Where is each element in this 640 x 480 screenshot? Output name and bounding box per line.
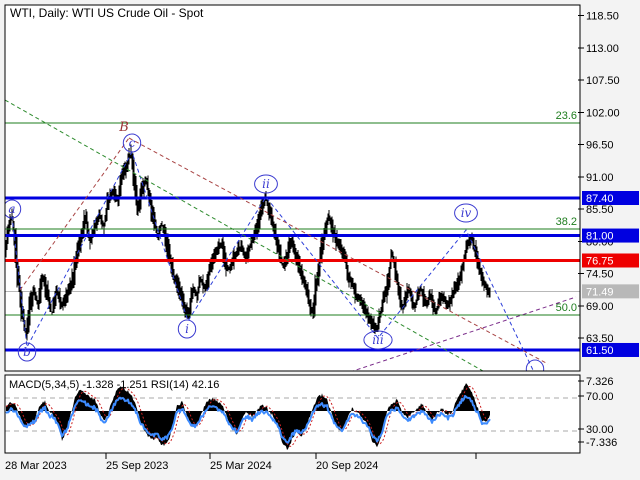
indicator-tick-label: 30.00 [586,424,614,436]
indicator-tick-label: -7.336 [586,437,617,449]
fib-level-label: 38.2 [556,216,577,228]
indicator-tick-label: 70.00 [586,391,614,403]
wave-circle-iv[interactable] [454,203,478,223]
wave-label-iii: iii [372,333,384,347]
wave-label-c: c [129,136,136,150]
main-chart-border [4,4,581,372]
price-badge-81.00 [582,228,639,243]
wave-label-b: b [23,345,31,359]
wave-label-B: B [118,120,129,135]
indicator-layers [5,383,580,450]
fib-level-label: 50.0 [556,302,577,314]
price-badge-71.49 [582,284,639,299]
y-tick-label: 85.50 [586,204,614,216]
y-tick-label: 113.00 [586,43,619,55]
wave-circle-ii[interactable] [254,174,278,194]
indicator-label: MACD(5,34,5) -1.328 -1.251 RSI(14) 42.16 [9,379,219,391]
x-axis-date-label: 25 Sep 2023 [106,460,168,472]
x-axis-date-label: 28 Mar 2023 [5,460,67,472]
wave-circle-v[interactable] [525,359,545,378]
y-tick-label: 69.00 [586,301,614,313]
macd-signal-line[interactable] [5,385,491,447]
x-axis-date-label: 20 Sep 2024 [316,460,378,472]
x-axis-date-label: 25 Mar 2024 [210,460,272,472]
trend-purple-rising[interactable] [350,296,577,372]
wave-circle-a[interactable] [3,199,22,219]
wave-label-ii: ii [262,177,270,191]
rsi-line[interactable] [5,395,491,444]
y-tick-label: 74.50 [586,269,614,281]
y-tick-label: 63.50 [586,333,614,345]
price-badge-label: 81.00 [586,231,614,243]
trend-red-falling[interactable] [128,137,549,365]
wave-circle-iii[interactable] [363,330,393,350]
wave-circle-i[interactable] [177,319,197,339]
wave-forecast-blue[interactable] [11,150,534,371]
y-tick-label: 107.50 [586,75,620,87]
wave-label-i: i [185,322,189,336]
wave-circle-c[interactable] [122,133,142,153]
price-badge-label: 76.75 [586,255,614,267]
y-tick-label: 91.00 [586,172,614,184]
y-tick-label: 118.50 [586,11,619,23]
wave-label-a: a [8,202,15,216]
y-tick-label: 102.00 [586,107,620,119]
wave-label-iv: iv [461,206,472,220]
indicator-tick-label: 7.326 [586,376,614,388]
price-bars[interactable] [5,144,491,341]
price-badge-61.50 [582,342,639,357]
price-badge-87.40 [582,191,639,205]
main-chart-area[interactable] [5,5,580,371]
price-badge-label: 87.40 [586,193,614,205]
axes: 118.50113.00107.50102.0096.5091.0085.508… [5,11,639,472]
indicator-border [4,374,581,454]
trend-green-falling[interactable] [5,99,490,375]
price-badge-76.75 [582,253,639,268]
wave-circle-b[interactable] [17,342,37,362]
price-badge-label: 61.50 [586,345,614,357]
y-tick-label: 96.50 [586,140,614,152]
fib-level-label: 23.6 [556,110,577,122]
trend-red-rising[interactable] [19,137,130,291]
price-badge-label: 71.49 [586,286,614,298]
chart-title: WTI, Daily: WTI US Crude Oil - Spot [10,6,204,20]
